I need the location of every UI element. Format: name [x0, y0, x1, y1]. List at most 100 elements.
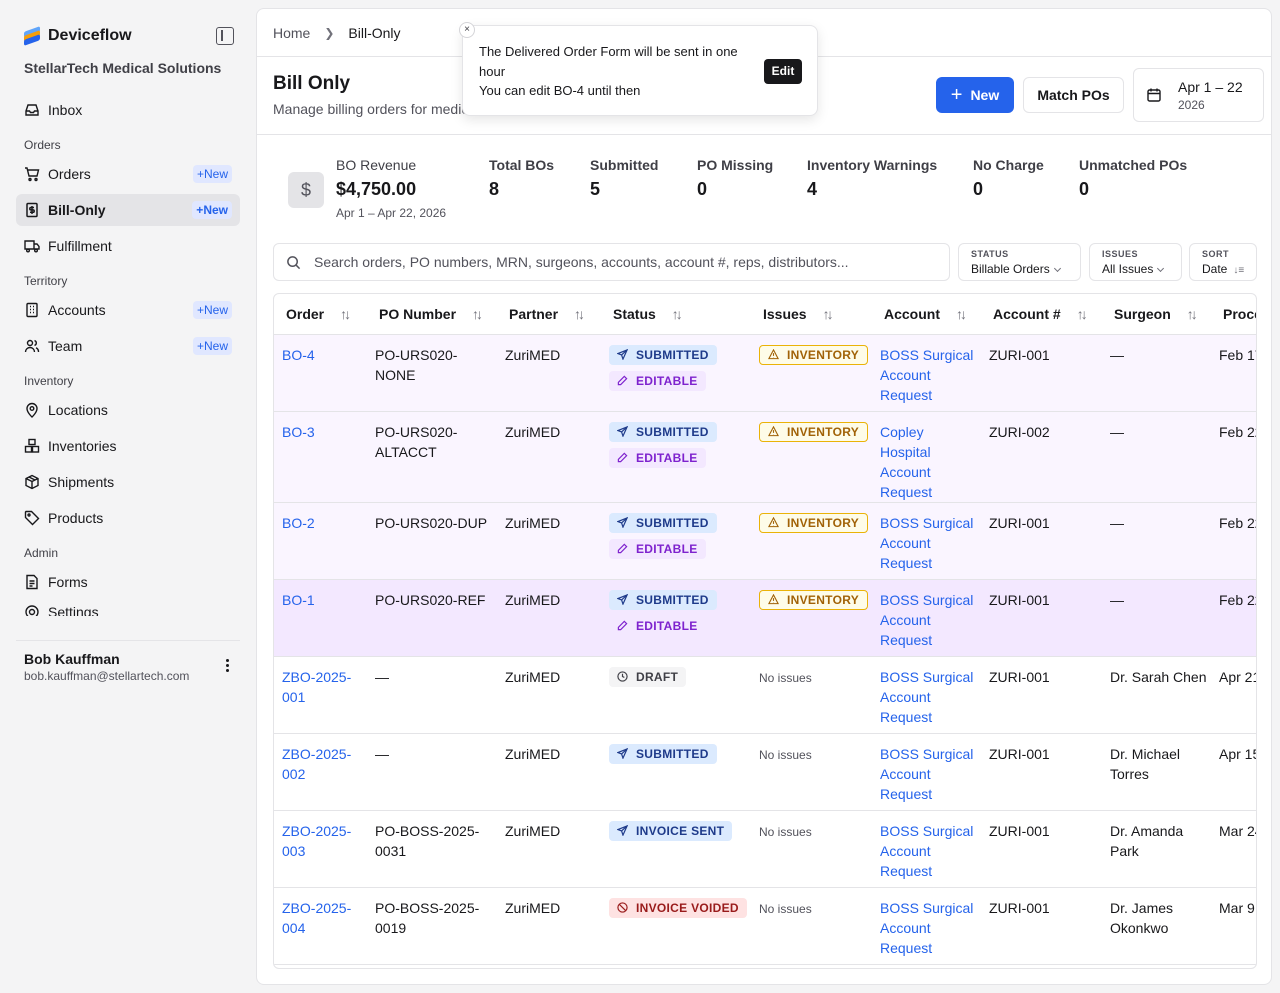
- account-link[interactable]: BOSS Surgical Account Request: [880, 591, 974, 648]
- sort-arrows-icon[interactable]: ↑↓: [574, 305, 585, 322]
- order-link[interactable]: BO-3: [282, 423, 315, 440]
- new-team-button[interactable]: +New: [192, 337, 232, 355]
- account-link[interactable]: BOSS Surgical Account Request: [880, 668, 974, 725]
- table-row[interactable]: ZBO-2025-002 — ZuriMED SUBMITTED No issues BO…: [274, 733, 1256, 811]
- sidebar-item-orders[interactable]: Orders +New: [16, 158, 240, 190]
- users-icon: [24, 338, 40, 354]
- sidebar-item-fulfillment[interactable]: Fulfillment: [16, 230, 240, 262]
- order-link[interactable]: ZBO-2025-003: [282, 822, 352, 859]
- order-link[interactable]: BO-4: [282, 346, 315, 363]
- account-number: ZURI-001: [989, 346, 1050, 363]
- column-label: Account: [884, 305, 940, 322]
- new-bill-only-button[interactable]: +New: [192, 201, 232, 219]
- sidebar-item-label: Accounts: [48, 302, 106, 318]
- stat-label: No Charge: [973, 157, 1044, 173]
- table-body: BO-4 PO-URS020-NONE ZuriMED SUBMITTED EDITAB…: [274, 334, 1256, 965]
- account-link[interactable]: BOSS Surgical Account Request: [880, 822, 974, 879]
- table-row[interactable]: BO-3 PO-URS020-ALTACCT ZuriMED SUBMITTED EDI…: [274, 411, 1256, 503]
- column-header[interactable]: Account # ↑↓: [981, 294, 1102, 335]
- warning-icon: [768, 517, 787, 528]
- date-range-picker[interactable]: Apr 1 – 22 2026: [1133, 68, 1264, 122]
- status-badge: INVOICE SENT: [609, 820, 733, 841]
- order-link[interactable]: ZBO-2025-002: [282, 745, 352, 782]
- sort-filter[interactable]: SORT Date ↓≡: [1189, 243, 1257, 281]
- column-header[interactable]: Order ↑↓: [274, 294, 367, 335]
- account-link[interactable]: BOSS Surgical Account Request: [880, 899, 974, 956]
- stat-label: Unmatched POs: [1079, 157, 1188, 173]
- sidebar-item-label: Fulfillment: [48, 238, 112, 254]
- column-header[interactable]: Surgeon ↑↓: [1102, 294, 1211, 335]
- inventory-warning-badge[interactable]: INVENTORY: [759, 421, 869, 442]
- inventory-warning-badge[interactable]: INVENTORY: [759, 344, 869, 365]
- account-link[interactable]: BOSS Surgical Account Request: [880, 346, 974, 403]
- account-link[interactable]: BOSS Surgical Account Request: [880, 745, 974, 802]
- column-header[interactable]: Issues ↑↓: [751, 294, 872, 335]
- sort-arrows-icon[interactable]: ↑↓: [340, 305, 351, 322]
- notification-toast: × The Delivered Order Form will be sent …: [459, 22, 818, 116]
- column-header[interactable]: Account ↑↓: [872, 294, 981, 335]
- match-pos-button[interactable]: Match POs: [1023, 77, 1124, 113]
- table-row[interactable]: ZBO-2025-001 — ZuriMED DRAFT No issues BOSS S…: [274, 656, 1256, 734]
- sort-arrows-icon[interactable]: ↑↓: [1076, 305, 1088, 322]
- sidebar-item-products[interactable]: Products: [16, 502, 240, 534]
- inventory-warning-badge[interactable]: INVENTORY: [759, 512, 869, 533]
- section-inventory: Inventory: [24, 374, 74, 388]
- sidebar-item-shipments[interactable]: Shipments: [16, 466, 240, 498]
- sidebar-item-inbox[interactable]: Inbox: [16, 94, 240, 126]
- more-vertical-icon[interactable]: [226, 659, 230, 675]
- partner: ZuriMED: [505, 745, 561, 762]
- sidebar-item-bill-only[interactable]: Bill-Only +New: [16, 194, 240, 226]
- stat-bo-revenue: BO Revenue $4,750.00 Apr 1 – Apr 22, 202…: [336, 157, 446, 220]
- column-header[interactable]: Partner ↑↓: [497, 294, 601, 335]
- sidebar-item-accounts[interactable]: Accounts +New: [16, 294, 240, 326]
- sidebar-collapse-icon[interactable]: [216, 27, 234, 45]
- breadcrumb-home[interactable]: Home: [273, 24, 311, 41]
- column-header[interactable]: Status ↑↓: [601, 294, 751, 335]
- file-text-icon: [24, 574, 40, 590]
- sort-arrows-icon[interactable]: ↑↓: [472, 305, 483, 322]
- order-link[interactable]: ZBO-2025-004: [282, 899, 352, 936]
- order-link[interactable]: BO-1: [282, 591, 315, 608]
- sort-arrows-icon[interactable]: ↑↓: [822, 305, 834, 322]
- filter-value: All Issues: [1102, 262, 1154, 276]
- close-icon[interactable]: ×: [459, 22, 475, 38]
- surgeon: Dr. James Okonkwo: [1110, 899, 1174, 936]
- column-header[interactable]: PO Number ↑↓: [367, 294, 497, 335]
- issues-filter[interactable]: ISSUES All Issues: [1089, 243, 1182, 281]
- new-order-button[interactable]: +New: [192, 165, 232, 183]
- sidebar-item-inventories[interactable]: Inventories: [16, 430, 240, 462]
- partner: ZuriMED: [505, 346, 561, 363]
- inventory-warning-badge[interactable]: INVENTORY: [759, 589, 869, 610]
- sidebar-item-label: Forms: [48, 574, 88, 590]
- account-link[interactable]: BOSS Surgical Account Request: [880, 514, 974, 571]
- sidebar-item-forms[interactable]: Forms: [16, 566, 240, 598]
- column-label: Procedure Date: [1223, 305, 1256, 322]
- table-row[interactable]: ZBO-2025-004 PO-BOSS-2025-0019 ZuriMED INVO…: [274, 887, 1256, 965]
- order-link[interactable]: ZBO-2025-001: [282, 668, 352, 705]
- toast-sub-message: You can edit BO-4 until then: [479, 83, 641, 98]
- sidebar-item-team[interactable]: Team +New: [16, 330, 240, 362]
- sort-arrows-icon[interactable]: ↑↓: [671, 305, 683, 322]
- partner: ZuriMED: [505, 668, 561, 685]
- column-header[interactable]: Procedure Date: [1211, 294, 1256, 335]
- account-number: ZURI-001: [989, 899, 1050, 916]
- account-link[interactable]: Copley Hospital Account Request: [880, 423, 933, 500]
- new-button[interactable]: + New: [936, 77, 1014, 113]
- sidebar-item-locations[interactable]: Locations: [16, 394, 240, 426]
- warning-icon: [768, 349, 787, 360]
- column-label: PO Number: [379, 305, 457, 322]
- table-row[interactable]: BO-4 PO-URS020-NONE ZuriMED SUBMITTED EDITAB…: [274, 334, 1256, 412]
- table-row[interactable]: ZBO-2025-003 PO-BOSS-2025-0031 ZuriMED INVO…: [274, 810, 1256, 888]
- order-link[interactable]: BO-2: [282, 514, 315, 531]
- table-row[interactable]: BO-1 PO-URS020-REF ZuriMED SUBMITTED EDITABL…: [274, 579, 1256, 657]
- search-input[interactable]: Search orders, PO numbers, MRN, surgeons…: [273, 243, 950, 281]
- new-account-button[interactable]: +New: [192, 301, 232, 319]
- date-range-label: Apr 1 – 22: [1178, 79, 1243, 95]
- sort-arrows-icon[interactable]: ↑↓: [956, 305, 967, 322]
- status-filter[interactable]: STATUS Billable Orders: [958, 243, 1081, 281]
- table-row[interactable]: BO-2 PO-URS020-DUP ZuriMED SUBMITTED EDITABL…: [274, 502, 1256, 580]
- sort-arrows-icon[interactable]: ↑↓: [1186, 305, 1198, 322]
- toast-edit-button[interactable]: Edit: [764, 59, 802, 84]
- user-profile[interactable]: Bob Kauffman bob.kauffman@stellartech.co…: [16, 640, 240, 696]
- sidebar-item-settings[interactable]: Settings: [16, 602, 240, 616]
